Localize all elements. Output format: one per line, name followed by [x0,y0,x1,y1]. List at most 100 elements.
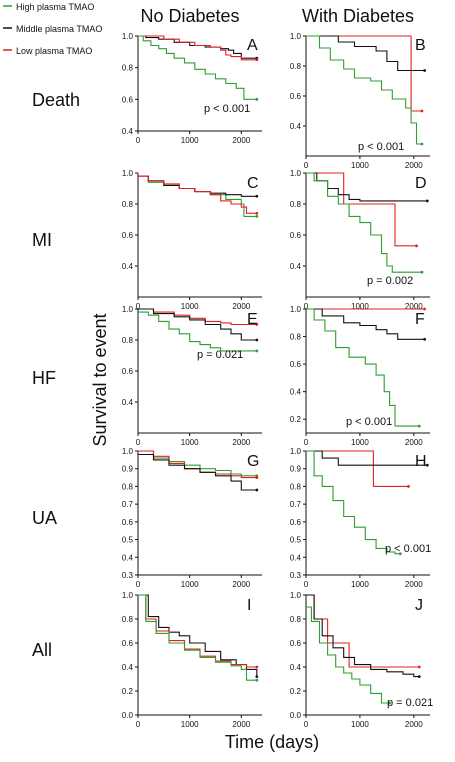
survival-curve-series-2 [138,453,257,491]
censor-point [255,194,259,198]
y-tick-label: 1.0 [122,32,134,41]
censor-point [255,349,259,353]
y-tick-label: 0.4 [122,262,134,271]
x-axis-label: Time (days) [225,732,319,752]
y-tick-label: 1.0 [122,591,134,600]
survival-curve-series-2 [306,172,422,273]
x-tick-label: 0 [304,720,309,729]
x-tick-label: 1000 [181,438,199,447]
survival-curve-series-1 [306,35,425,72]
x-tick-label: 1000 [351,580,369,589]
x-tick-label: 0 [136,438,141,447]
y-tick-label: 0.4 [122,663,134,672]
y-tick-label: 0.6 [122,518,134,527]
censor-point [398,552,402,556]
y-tick-label: 0.6 [122,95,134,104]
x-tick-label: 1000 [181,136,199,145]
row-label-hf: HF [32,368,56,388]
legend-label: Low plasma TMAO [16,46,92,56]
x-tick-label: 0 [136,720,141,729]
survival-curve-series-2 [138,311,257,352]
x-tick-label: 2000 [405,302,423,311]
x-tick-label: 0 [136,136,141,145]
panel-letter: F [415,311,425,328]
p-value-label: p < 0.001 [204,103,250,115]
y-tick-label: 0.2 [122,687,134,696]
panel-letter: J [415,597,423,614]
y-tick-label: 0.7 [290,500,302,509]
survival-curve-series-0 [138,175,257,217]
y-tick-label: 0.8 [122,64,134,73]
y-tick-label: 0.8 [122,615,134,624]
x-tick-label: 1000 [351,302,369,311]
censor-point [255,215,259,218]
panel-letter: B [415,37,426,54]
y-tick-label: 0.8 [290,615,302,624]
censor-point [423,69,427,72]
censor-point [255,323,259,326]
y-tick-label: 0.3 [290,571,302,580]
survival-curve-series-2 [138,175,257,214]
survival-curve-series-1 [138,594,257,668]
censor-point [255,58,259,62]
y-tick-label: 0.9 [122,465,134,474]
y-tick-label: 0.8 [290,62,302,71]
panel-a: 1.0 0.8 0.6 0.40 1000 2000 Ap < 0.001 [122,32,262,145]
censor-point [423,307,427,311]
y-tick-label: 1.0 [290,32,302,41]
censor-point [420,109,424,113]
y-tick-label: 0.6 [290,518,302,527]
x-tick-label: 1000 [351,438,369,447]
x-tick-label: 2000 [232,438,250,447]
survival-curve-series-0 [138,35,257,59]
survival-curve-series-0 [306,450,409,487]
censor-point [425,199,429,203]
censor-point [255,665,259,669]
survival-curve-series-1 [306,308,425,340]
x-tick-label: 2000 [405,720,423,729]
censor-point [255,97,259,101]
y-tick-label: 1.0 [290,447,302,456]
survival-curve-series-1 [138,175,257,197]
x-tick-label: 2000 [232,720,250,729]
censor-point [417,665,421,669]
censor-point [255,338,259,342]
survival-curve-series-0 [306,594,420,668]
censor-point [425,463,429,467]
survival-curve-series-2 [138,594,257,681]
x-tick-label: 2000 [232,580,250,589]
survival-curve-series-0 [138,450,257,477]
panel-letter: E [247,311,258,328]
survival-curve-series-1 [306,594,420,678]
row-label-death: Death [32,90,80,110]
y-tick-label: 0.8 [122,336,134,345]
y-tick-label: 0.4 [290,388,302,397]
censor-point [255,488,259,492]
row-label-ua: UA [32,508,57,528]
x-tick-label: 1000 [351,720,369,729]
y-tick-label: 0.3 [122,571,134,580]
y-tick-label: 0.5 [290,536,302,545]
y-tick-label: 0.2 [290,415,302,424]
panel-c: 1.0 0.8 0.6 0.4 0 1000 2000 C [122,169,262,311]
x-tick-label: 0 [136,302,141,311]
x-tick-label: 0 [304,302,309,311]
y-tick-label: 0.8 [122,482,134,491]
column-title-with-diabetes: With Diabetes [302,6,414,26]
p-value-label: p < 0.001 [385,543,431,555]
legend: High plasma TMAO Middle plasma TMAO Low pl… [3,2,102,56]
y-tick-label: 0.0 [122,711,134,720]
y-tick-label: 0.6 [122,231,134,240]
y-tick-label: 0.4 [122,398,134,407]
panel-letter: H [415,453,427,470]
y-tick-label: 0.6 [290,360,302,369]
row-label-all: All [32,640,52,660]
x-tick-label: 0 [304,438,309,447]
censor-point [388,701,391,705]
y-tick-label: 0.2 [290,687,302,696]
panel-b: 1.0 0.8 0.6 0.4 0 1000 2000 Bp < 0.001 [290,32,430,170]
x-tick-label: 0 [136,580,141,589]
panel-j: 1.0 0.8 0.6 0.4 0.2 0.00 1000 2000 Jp = 0.021 [290,591,433,729]
